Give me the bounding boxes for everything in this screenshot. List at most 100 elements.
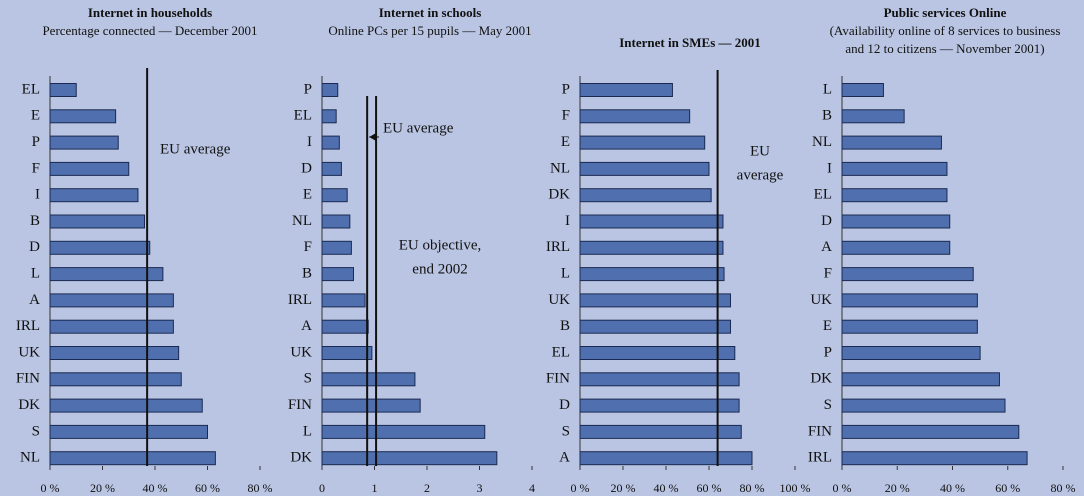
bar bbox=[841, 319, 978, 334]
bar bbox=[321, 83, 339, 97]
x-tick-label: 20 % bbox=[885, 481, 910, 495]
bar bbox=[49, 424, 208, 439]
category-label: L bbox=[561, 266, 570, 282]
x-tick-label: 0 % bbox=[833, 481, 852, 495]
bar bbox=[49, 293, 174, 308]
annotation: EU bbox=[750, 143, 770, 159]
category-label: P bbox=[824, 344, 832, 360]
bar bbox=[321, 451, 498, 466]
category-label: E bbox=[303, 187, 312, 203]
bar bbox=[49, 188, 139, 203]
bar bbox=[49, 346, 180, 360]
bar bbox=[841, 109, 905, 124]
category-label: DK bbox=[810, 371, 832, 387]
x-tick-label: 80 % bbox=[248, 481, 273, 495]
x-tick-label: 0 % bbox=[571, 481, 590, 495]
category-label: A bbox=[301, 318, 312, 334]
bar bbox=[321, 240, 352, 255]
bar bbox=[841, 451, 1028, 466]
bar bbox=[49, 214, 145, 229]
chart-title: Public services Online bbox=[884, 5, 1007, 20]
bar bbox=[321, 109, 337, 124]
category-label: S bbox=[32, 423, 40, 439]
bar bbox=[841, 372, 1000, 387]
category-label: E bbox=[31, 108, 40, 124]
category-label: P bbox=[304, 81, 312, 97]
chart-title: Internet in schools bbox=[379, 5, 482, 20]
category-label: B bbox=[302, 266, 312, 282]
bar bbox=[321, 424, 486, 439]
bar bbox=[49, 83, 77, 97]
category-label: F bbox=[824, 266, 832, 282]
x-tick-label: 60 % bbox=[697, 481, 722, 495]
category-label: P bbox=[32, 134, 40, 150]
bar bbox=[579, 214, 724, 229]
category-label: IRL bbox=[546, 239, 570, 255]
category-label: S bbox=[824, 397, 832, 413]
annotation: EU average bbox=[383, 120, 454, 136]
category-label: L bbox=[31, 266, 40, 282]
bar bbox=[49, 161, 130, 176]
category-label: S bbox=[304, 371, 312, 387]
category-label: B bbox=[822, 108, 832, 124]
category-label: DK bbox=[18, 397, 40, 413]
arrow-head bbox=[369, 133, 377, 141]
category-label: FIN bbox=[546, 371, 570, 387]
bar bbox=[841, 161, 948, 176]
bar bbox=[321, 319, 369, 334]
category-label: I bbox=[35, 187, 40, 203]
category-label: DK bbox=[290, 450, 312, 466]
bar bbox=[841, 398, 1006, 413]
bar bbox=[49, 135, 119, 150]
category-label: EL bbox=[552, 344, 570, 360]
category-label: D bbox=[821, 213, 832, 229]
category-label: D bbox=[301, 160, 312, 176]
category-label: DK bbox=[548, 187, 570, 203]
bar bbox=[579, 83, 673, 97]
category-label: NL bbox=[812, 134, 832, 150]
chart-subtitle: and 12 to citizens — November 2001) bbox=[845, 41, 1044, 56]
x-tick-label: 2 bbox=[424, 481, 430, 495]
bar bbox=[841, 293, 978, 308]
bar bbox=[579, 319, 731, 334]
category-label: IRL bbox=[16, 318, 40, 334]
bar bbox=[321, 161, 342, 176]
chart-title: Internet in SMEs — 2001 bbox=[619, 35, 761, 50]
bar bbox=[841, 267, 974, 282]
bar bbox=[49, 240, 151, 255]
x-tick-label: 40 % bbox=[143, 481, 168, 495]
category-label: F bbox=[562, 108, 570, 124]
category-label: L bbox=[823, 81, 832, 97]
chart-title: Internet in households bbox=[88, 5, 212, 20]
bar bbox=[841, 135, 942, 150]
category-label: NL bbox=[550, 160, 570, 176]
category-label: FIN bbox=[288, 397, 312, 413]
bar bbox=[841, 188, 948, 203]
bar bbox=[579, 451, 753, 466]
category-label: EL bbox=[814, 187, 832, 203]
bar bbox=[579, 161, 710, 176]
bar bbox=[579, 135, 706, 150]
category-label: D bbox=[559, 397, 570, 413]
category-label: E bbox=[561, 134, 570, 150]
bar bbox=[49, 109, 117, 124]
bar bbox=[579, 188, 712, 203]
x-tick-label: 60 % bbox=[195, 481, 220, 495]
x-tick-label: 80 % bbox=[1051, 481, 1076, 495]
bar bbox=[321, 293, 366, 308]
bar bbox=[49, 398, 203, 413]
bar bbox=[841, 240, 951, 255]
category-label: NL bbox=[292, 213, 312, 229]
x-tick-label: 20 % bbox=[611, 481, 636, 495]
category-label: I bbox=[827, 160, 832, 176]
category-label: NL bbox=[20, 450, 40, 466]
category-label: EL bbox=[22, 81, 40, 97]
chart-subtitle: Percentage connected — December 2001 bbox=[42, 23, 257, 38]
x-tick-label: 40 % bbox=[654, 481, 679, 495]
bar bbox=[321, 267, 354, 282]
bar bbox=[579, 293, 731, 308]
x-tick-label: 0 bbox=[319, 481, 325, 495]
category-label: S bbox=[562, 423, 570, 439]
category-label: F bbox=[32, 160, 40, 176]
